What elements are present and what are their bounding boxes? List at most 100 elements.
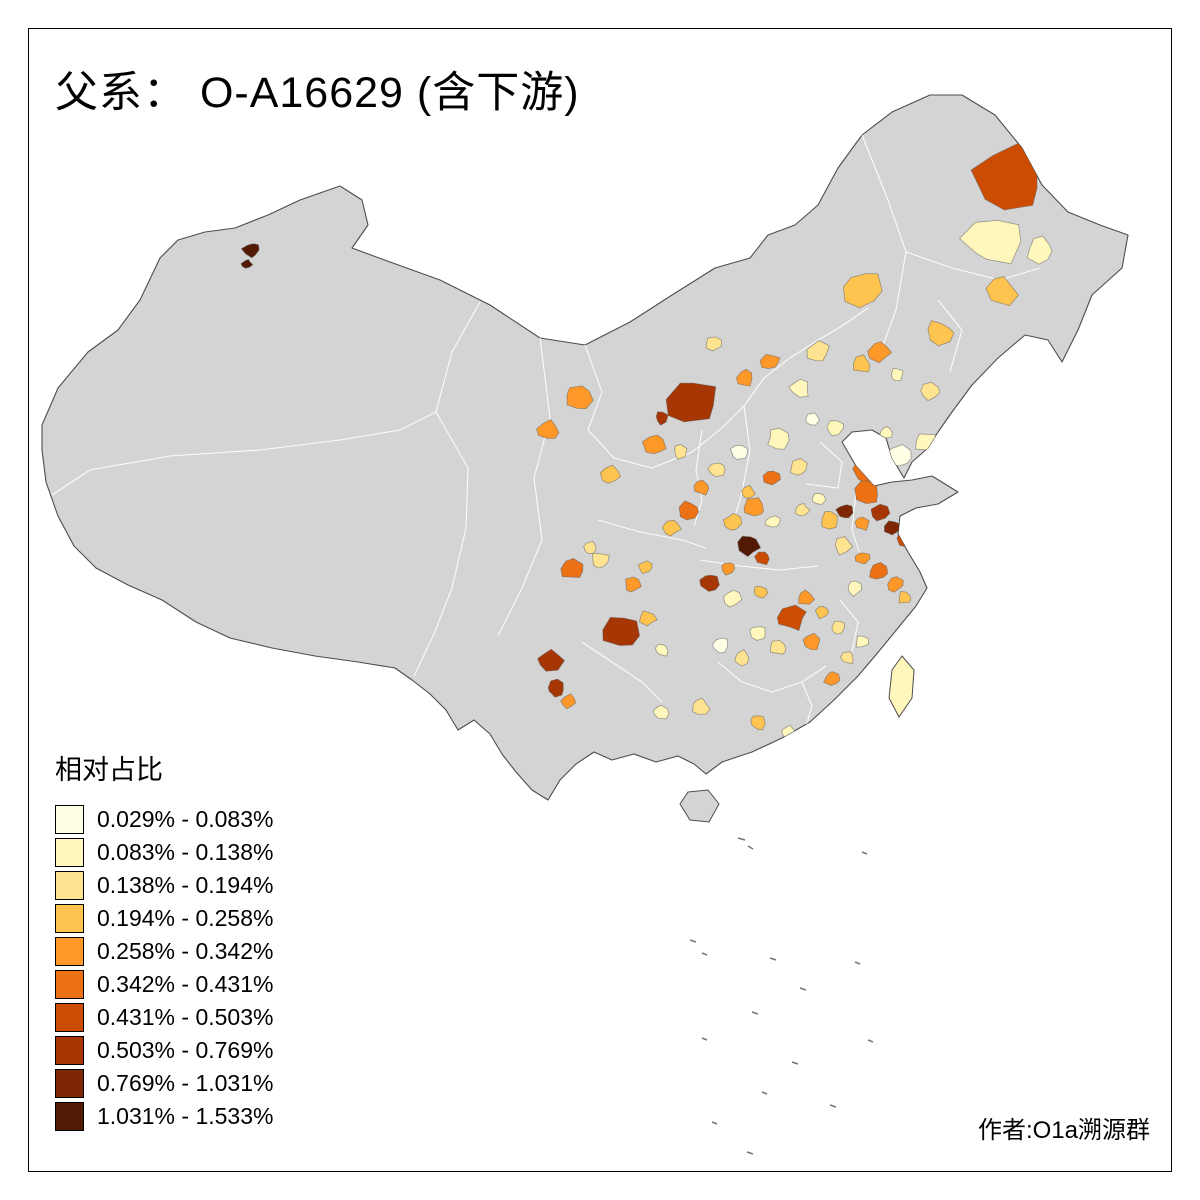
map-region: [693, 479, 710, 496]
map-region: [855, 635, 870, 648]
map-region: [592, 552, 610, 569]
legend-label: 0.138% - 0.194%: [97, 872, 274, 898]
legend-swatch: [55, 1036, 84, 1065]
map-region: [638, 610, 658, 627]
legend-item: 0.431% - 0.503%: [55, 1001, 273, 1034]
map-region: [729, 444, 749, 460]
map-region: [776, 604, 807, 632]
page-title: 父系： O-A16629 (含下游): [55, 69, 580, 117]
map-region: [867, 341, 893, 364]
map-region: [805, 412, 820, 426]
map-region: [741, 484, 756, 499]
map-region: [722, 512, 743, 531]
map-region: [770, 640, 787, 655]
map-region: [665, 382, 717, 423]
map-region: [753, 586, 769, 599]
map-region: [560, 558, 584, 578]
map-region: [737, 535, 762, 558]
map-region: [842, 273, 883, 309]
map-region: [762, 470, 781, 486]
map-region: [891, 367, 904, 382]
map-region: [869, 561, 889, 580]
legend-swatch: [55, 1003, 84, 1032]
map-region: [712, 637, 729, 654]
map-region: [754, 551, 770, 566]
map-region: [883, 520, 903, 536]
map-region: [794, 503, 811, 517]
map-region: [920, 381, 941, 402]
legend-item: 0.194% - 0.258%: [55, 902, 273, 935]
map-region: [798, 589, 816, 605]
map-region: [840, 651, 854, 665]
map-region: [240, 243, 260, 259]
map-region: [927, 320, 955, 347]
legend-label: 0.083% - 0.138%: [97, 839, 274, 865]
map-region: [852, 354, 871, 373]
prefecture-regions: [240, 141, 1053, 740]
map-region: [560, 693, 577, 710]
map-region: [764, 515, 781, 528]
map-region: [699, 574, 720, 592]
map-region: [692, 697, 711, 715]
map-region: [743, 497, 764, 517]
legend-swatch: [55, 838, 84, 867]
legend-label: 1.031% - 1.533%: [97, 1103, 274, 1129]
map-region: [655, 411, 669, 426]
map-region: [887, 576, 904, 593]
legend-label: 0.431% - 0.503%: [97, 1004, 274, 1030]
legend-swatch: [55, 970, 84, 999]
map-region: [854, 552, 871, 565]
legend-item: 0.258% - 0.342%: [55, 935, 273, 968]
map-region: [749, 626, 766, 641]
legend-label: 0.769% - 1.031%: [97, 1070, 274, 1096]
legend-label: 0.258% - 0.342%: [97, 938, 274, 964]
author-credit: 作者:O1a溯源群: [977, 1117, 1150, 1144]
map-region: [734, 649, 750, 667]
legend-item: 1.031% - 1.533%: [55, 1100, 273, 1133]
map-region: [735, 368, 753, 387]
china-mainland-shape: [41, 94, 1129, 801]
map-region: [847, 580, 862, 597]
map-region: [767, 427, 790, 450]
legend: 相对占比 0.029% - 0.083% 0.083% - 0.138% 0.138…: [55, 748, 273, 1133]
map-region: [826, 420, 844, 437]
map-region: [654, 643, 669, 657]
map-region: [870, 503, 891, 522]
map-region: [547, 678, 564, 698]
map-region: [240, 259, 254, 269]
map-region: [759, 354, 781, 370]
legend-swatch: [55, 1102, 84, 1131]
map-region: [823, 671, 841, 686]
legend-item: 0.029% - 0.083%: [55, 803, 273, 836]
map-region: [789, 458, 808, 476]
map-region: [1026, 235, 1053, 265]
map-region: [814, 606, 829, 620]
map-region: [834, 536, 854, 556]
map-region: [821, 511, 838, 530]
legend-swatch: [55, 871, 84, 900]
map-region: [788, 378, 809, 398]
legend-item: 0.769% - 1.031%: [55, 1067, 273, 1100]
legend-swatch: [55, 904, 84, 933]
map-region: [536, 418, 560, 439]
map-region: [537, 648, 565, 672]
map-region: [831, 620, 845, 635]
map-region: [637, 560, 653, 575]
map-region: [705, 336, 723, 352]
legend-item: 0.503% - 0.769%: [55, 1034, 273, 1067]
legend-item: 0.342% - 0.431%: [55, 968, 273, 1001]
map-region: [898, 591, 912, 604]
legend-swatch: [55, 805, 84, 834]
map-region: [674, 444, 688, 460]
map-region: [985, 276, 1020, 307]
map-region: [625, 576, 642, 593]
legend-items: 0.029% - 0.083% 0.083% - 0.138% 0.138% - 0…: [55, 803, 273, 1133]
map-region: [599, 464, 622, 484]
map-region: [707, 462, 726, 478]
south-china-sea-islets: [689, 837, 874, 1155]
map-region: [802, 632, 821, 651]
map-region: [835, 504, 854, 519]
map-region: [652, 704, 670, 720]
hainan-island: [679, 789, 720, 823]
